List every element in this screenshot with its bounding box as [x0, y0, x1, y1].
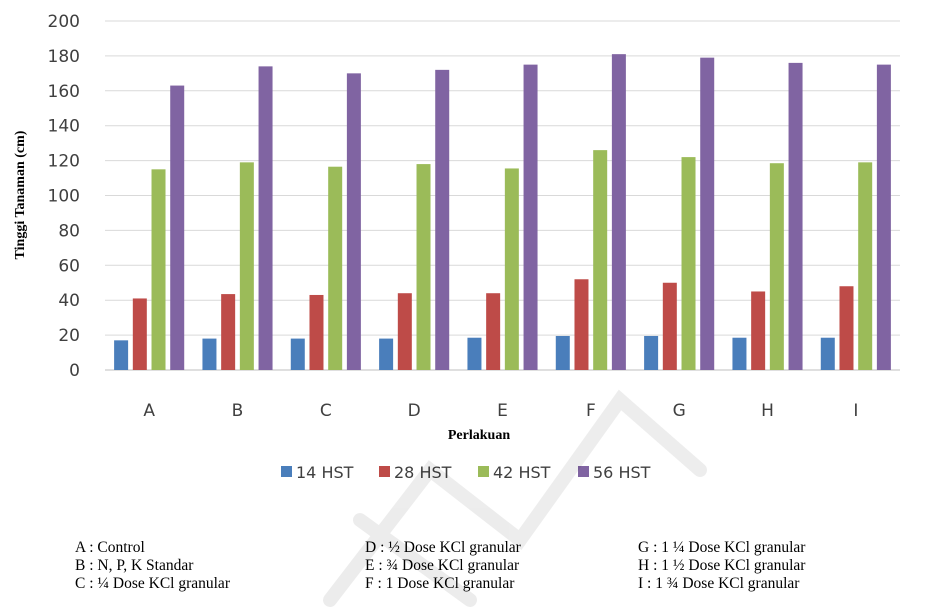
bar-E-28-HST [486, 293, 501, 370]
x-tick-label: B [232, 401, 244, 421]
x-tick-label: D [408, 401, 421, 421]
y-tick-label: 160 [48, 82, 80, 102]
bar-B-28-HST [221, 294, 236, 370]
y-tick-label: 200 [48, 12, 80, 32]
bar-F-28-HST [574, 279, 589, 370]
x-tick-label: E [497, 401, 508, 421]
x-axis-ticks: A B C D E F G H I [143, 401, 858, 421]
note-f: F : 1 Dose KCl granular [365, 575, 515, 592]
bars [114, 54, 891, 371]
bar-I-14-HST [820, 337, 835, 370]
bar-B-14-HST [202, 338, 217, 370]
treatment-notes: A : Control B : N, P, K Standar C : ¼ Do… [75, 539, 935, 609]
legend-swatch [578, 466, 589, 477]
bar-H-14-HST [732, 337, 747, 370]
bar-D-42-HST [416, 164, 431, 370]
bar-F-42-HST [593, 150, 608, 370]
legend-label: 42 HST [493, 463, 551, 482]
x-tick-label: G [673, 401, 686, 421]
legend-label: 14 HST [296, 463, 354, 482]
bar-B-56-HST [258, 66, 273, 371]
y-tick-label: 80 [58, 221, 80, 241]
y-tick-label: 100 [48, 187, 80, 207]
bar-H-56-HST [788, 62, 803, 370]
legend-swatch [281, 466, 292, 477]
bar-G-42-HST [681, 157, 696, 370]
bar-H-28-HST [751, 291, 766, 370]
bar-C-14-HST [290, 338, 305, 370]
bar-H-42-HST [769, 163, 784, 370]
note-c: C : ¼ Dose KCl granular [75, 575, 230, 592]
bar-C-56-HST [346, 73, 361, 370]
x-tick-label: I [853, 401, 858, 421]
legend-swatch [478, 466, 489, 477]
bar-E-42-HST [504, 168, 519, 370]
bar-B-42-HST [239, 162, 254, 370]
note-h: H : 1 ½ Dose KCl granular [638, 557, 806, 574]
bar-F-14-HST [555, 335, 570, 370]
bar-D-14-HST [379, 338, 394, 370]
bar-I-56-HST [876, 64, 891, 370]
note-i: I : 1 ¾ Dose KCl granular [638, 575, 800, 592]
legend-label: 56 HST [593, 463, 651, 482]
y-tick-label: 120 [48, 152, 80, 172]
bar-A-56-HST [170, 85, 185, 370]
bar-I-28-HST [839, 286, 854, 370]
bar-C-28-HST [309, 294, 324, 370]
y-tick-label: 60 [58, 256, 80, 276]
x-axis-title: Perlakuan [448, 428, 510, 443]
bar-F-56-HST [611, 54, 626, 370]
bar-A-14-HST [114, 340, 129, 370]
note-b: B : N, P, K Standar [75, 557, 194, 574]
y-tick-label: 180 [48, 47, 80, 67]
bar-G-28-HST [662, 282, 677, 370]
note-a: A : Control [75, 539, 145, 556]
x-tick-label: A [143, 401, 155, 421]
bar-C-42-HST [328, 166, 343, 370]
bar-E-14-HST [467, 337, 482, 370]
bar-D-28-HST [397, 293, 412, 370]
bar-G-56-HST [700, 57, 715, 371]
x-tick-label: C [320, 401, 332, 421]
x-tick-label: F [586, 401, 596, 421]
y-axis-title: Tinggi Tanaman (cm) [13, 130, 28, 259]
bar-chart: 0 20 40 60 80 100 120 140 160 180 200 A B C D E F G H I Ti… [13, 12, 900, 482]
bar-E-56-HST [523, 64, 538, 370]
bar-G-14-HST [644, 335, 659, 370]
y-tick-label: 140 [48, 117, 80, 137]
legend: 14 HST 28 HST 42 HST 56 HST [281, 463, 651, 482]
bar-A-28-HST [132, 298, 147, 370]
x-tick-label: H [761, 401, 774, 421]
bar-D-56-HST [435, 69, 450, 371]
y-tick-label: 0 [69, 361, 80, 381]
gridlines [105, 20, 900, 371]
legend-label: 28 HST [394, 463, 452, 482]
bar-A-42-HST [151, 169, 166, 370]
legend-swatch [379, 466, 390, 477]
y-tick-label: 20 [58, 326, 80, 346]
y-tick-label: 40 [58, 291, 80, 311]
note-g: G : 1 ¼ Dose KCl granular [638, 539, 806, 556]
note-e: E : ¾ Dose KCl granular [365, 557, 520, 574]
note-d: D : ½ Dose KCl granular [365, 539, 521, 556]
bar-I-42-HST [858, 162, 873, 370]
y-axis-ticks: 0 20 40 60 80 100 120 140 160 180 200 [48, 12, 80, 381]
